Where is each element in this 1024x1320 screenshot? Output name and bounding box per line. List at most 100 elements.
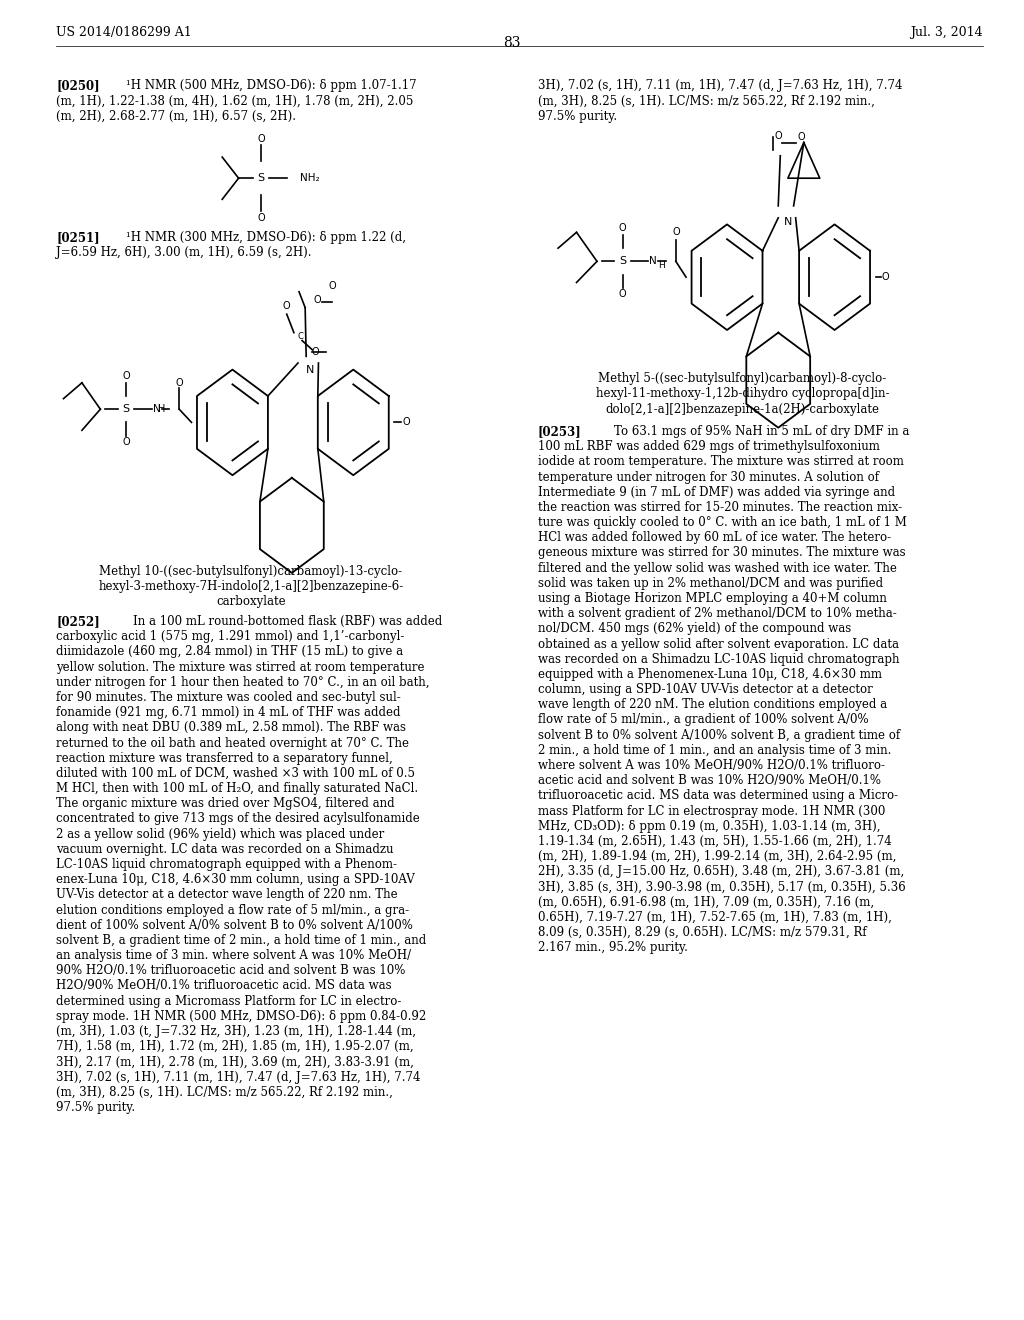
Text: for 90 minutes. The mixture was cooled and sec-butyl sul-: for 90 minutes. The mixture was cooled a… (56, 692, 401, 704)
Text: O: O (257, 133, 265, 144)
Text: Intermediate 9 (in 7 mL of DMF) was added via syringe and: Intermediate 9 (in 7 mL of DMF) was adde… (538, 486, 895, 499)
Text: [0252]: [0252] (56, 615, 100, 628)
Text: In a 100 mL round-bottomed flask (RBF) was added: In a 100 mL round-bottomed flask (RBF) w… (133, 615, 442, 628)
Text: mass Platform for LC in electrospray mode. 1H NMR (300: mass Platform for LC in electrospray mod… (538, 804, 885, 817)
Text: 1.19-1.34 (m, 2.65H), 1.43 (m, 5H), 1.55-1.66 (m, 2H), 1.74: 1.19-1.34 (m, 2.65H), 1.43 (m, 5H), 1.55… (538, 834, 891, 847)
Text: hexyl-3-methoxy-7H-indolo[2,1-a][2]benzazepine-6-: hexyl-3-methoxy-7H-indolo[2,1-a][2]benza… (98, 581, 403, 593)
Text: O: O (618, 289, 627, 300)
Text: C: C (297, 333, 303, 341)
Text: H: H (658, 261, 665, 269)
Text: an analysis time of 3 min. where solvent A was 10% MeOH/: an analysis time of 3 min. where solvent… (56, 949, 412, 962)
Text: temperature under nitrogen for 30 minutes. A solution of: temperature under nitrogen for 30 minute… (538, 470, 879, 483)
Text: O: O (311, 347, 319, 358)
Text: J=6.59 Hz, 6H), 3.00 (m, 1H), 6.59 (s, 2H).: J=6.59 Hz, 6H), 3.00 (m, 1H), 6.59 (s, 2… (56, 246, 312, 259)
Text: iodide at room temperature. The mixture was stirred at room: iodide at room temperature. The mixture … (538, 455, 903, 469)
Text: O: O (175, 378, 183, 388)
Text: geneous mixture was stirred for 30 minutes. The mixture was: geneous mixture was stirred for 30 minut… (538, 546, 905, 560)
Text: N: N (649, 256, 657, 267)
Text: 3H), 2.17 (m, 1H), 2.78 (m, 1H), 3.69 (m, 2H), 3.83-3.91 (m,: 3H), 2.17 (m, 1H), 2.78 (m, 1H), 3.69 (m… (56, 1056, 414, 1068)
Text: obtained as a yellow solid after solvent evaporation. LC data: obtained as a yellow solid after solvent… (538, 638, 899, 651)
Text: flow rate of 5 ml/min., a gradient of 100% solvent A/0%: flow rate of 5 ml/min., a gradient of 10… (538, 713, 868, 726)
Text: spray mode. 1H NMR (500 MHz, DMSO-D6): δ ppm 0.84-0.92: spray mode. 1H NMR (500 MHz, DMSO-D6): δ… (56, 1010, 427, 1023)
Text: [0250]: [0250] (56, 79, 100, 92)
Text: carboxylic acid 1 (575 mg, 1.291 mmol) and 1,1’-carbonyl-: carboxylic acid 1 (575 mg, 1.291 mmol) a… (56, 630, 404, 643)
Text: Methyl 10-((sec-butylsulfonyl)carbamoyl)-13-cyclo-: Methyl 10-((sec-butylsulfonyl)carbamoyl)… (99, 565, 402, 578)
Text: the reaction was stirred for 15-20 minutes. The reaction mix-: the reaction was stirred for 15-20 minut… (538, 500, 902, 513)
Text: O: O (774, 131, 782, 141)
Text: LC-10AS liquid chromatograph equipped with a Phenom-: LC-10AS liquid chromatograph equipped wi… (56, 858, 397, 871)
Text: Jul. 3, 2014: Jul. 3, 2014 (910, 26, 983, 40)
Text: solid was taken up in 2% methanol/DCM and was purified: solid was taken up in 2% methanol/DCM an… (538, 577, 883, 590)
Text: nol/DCM. 450 mgs (62% yield) of the compound was: nol/DCM. 450 mgs (62% yield) of the comp… (538, 622, 851, 635)
Text: ¹H NMR (500 MHz, DMSO-D6): δ ppm 1.07-1.17: ¹H NMR (500 MHz, DMSO-D6): δ ppm 1.07-1.… (126, 79, 417, 92)
Text: HCl was added followed by 60 mL of ice water. The hetero-: HCl was added followed by 60 mL of ice w… (538, 531, 891, 544)
Text: 83: 83 (503, 36, 521, 50)
Text: dient of 100% solvent A/0% solvent B to 0% solvent A/100%: dient of 100% solvent A/0% solvent B to … (56, 919, 414, 932)
Text: O: O (257, 213, 265, 223)
Text: O: O (122, 437, 130, 447)
Text: reaction mixture was transferred to a separatory funnel,: reaction mixture was transferred to a se… (56, 751, 393, 764)
Text: O: O (402, 417, 410, 428)
Text: diluted with 100 mL of DCM, washed ×3 with 100 mL of 0.5: diluted with 100 mL of DCM, washed ×3 wi… (56, 767, 416, 780)
Text: hexyl-11-methoxy-1,12b-dihydro cyclopropa[d]in-: hexyl-11-methoxy-1,12b-dihydro cycloprop… (596, 388, 889, 400)
Text: (m, 2H), 2.68-2.77 (m, 1H), 6.57 (s, 2H).: (m, 2H), 2.68-2.77 (m, 1H), 6.57 (s, 2H)… (56, 110, 296, 123)
Text: 100 mL RBF was added 629 mgs of trimethylsulfoxonium: 100 mL RBF was added 629 mgs of trimethy… (538, 440, 880, 453)
Text: enex-Luna 10μ, C18, 4.6×30 mm column, using a SPD-10AV: enex-Luna 10μ, C18, 4.6×30 mm column, us… (56, 874, 415, 886)
Text: 8.09 (s, 0.35H), 8.29 (s, 0.65H). LC/MS: m/z 579.31, Rf: 8.09 (s, 0.35H), 8.29 (s, 0.65H). LC/MS:… (538, 927, 866, 939)
Text: wave length of 220 nM. The elution conditions employed a: wave length of 220 nM. The elution condi… (538, 698, 887, 711)
Text: 97.5% purity.: 97.5% purity. (56, 1101, 135, 1114)
Text: (m, 0.65H), 6.91-6.98 (m, 1H), 7.09 (m, 0.35H), 7.16 (m,: (m, 0.65H), 6.91-6.98 (m, 1H), 7.09 (m, … (538, 895, 873, 908)
Text: O: O (122, 371, 130, 381)
Text: acetic acid and solvent B was 10% H2O/90% MeOH/0.1%: acetic acid and solvent B was 10% H2O/90… (538, 774, 881, 787)
Text: N: N (306, 364, 314, 375)
Text: 3H), 7.02 (s, 1H), 7.11 (m, 1H), 7.47 (d, J=7.63 Hz, 1H), 7.74: 3H), 7.02 (s, 1H), 7.11 (m, 1H), 7.47 (d… (56, 1071, 421, 1084)
Text: concentrated to give 713 mgs of the desired acylsulfonamide: concentrated to give 713 mgs of the desi… (56, 812, 420, 825)
Text: O: O (618, 223, 627, 234)
Text: 90% H2O/0.1% trifluoroacetic acid and solvent B was 10%: 90% H2O/0.1% trifluoroacetic acid and so… (56, 964, 406, 977)
Text: O: O (672, 227, 680, 238)
Text: 2 min., a hold time of 1 min., and an analysis time of 3 min.: 2 min., a hold time of 1 min., and an an… (538, 743, 891, 756)
Text: carboxylate: carboxylate (216, 595, 286, 609)
Text: determined using a Micromass Platform for LC in electro-: determined using a Micromass Platform fo… (56, 995, 401, 1007)
Text: filtered and the yellow solid was washed with ice water. The: filtered and the yellow solid was washed… (538, 562, 896, 574)
Text: (m, 3H), 1.03 (t, J=7.32 Hz, 3H), 1.23 (m, 1H), 1.28-1.44 (m,: (m, 3H), 1.03 (t, J=7.32 Hz, 3H), 1.23 (… (56, 1024, 417, 1038)
Text: 3H), 3.85 (s, 3H), 3.90-3.98 (m, 0.35H), 5.17 (m, 0.35H), 5.36: 3H), 3.85 (s, 3H), 3.90-3.98 (m, 0.35H),… (538, 880, 905, 894)
Text: O: O (798, 132, 805, 143)
Text: 2 as a yellow solid (96% yield) which was placed under: 2 as a yellow solid (96% yield) which wa… (56, 828, 385, 841)
Text: UV-Vis detector at a detector wave length of 220 nm. The: UV-Vis detector at a detector wave lengt… (56, 888, 398, 902)
Text: To 63.1 mgs of 95% NaH in 5 mL of dry DMF in a: To 63.1 mgs of 95% NaH in 5 mL of dry DM… (614, 425, 909, 438)
Text: yellow solution. The mixture was stirred at room temperature: yellow solution. The mixture was stirred… (56, 660, 425, 673)
Text: NH₂: NH₂ (300, 173, 319, 183)
Text: N: N (784, 216, 793, 227)
Text: S: S (123, 404, 129, 414)
Text: 0.65H), 7.19-7.27 (m, 1H), 7.52-7.65 (m, 1H), 7.83 (m, 1H),: 0.65H), 7.19-7.27 (m, 1H), 7.52-7.65 (m,… (538, 911, 892, 924)
Text: column, using a SPD-10AV UV-Vis detector at a detector: column, using a SPD-10AV UV-Vis detector… (538, 682, 872, 696)
Text: Methyl 5-((sec-butylsulfonyl)carbamoyl)-8-cyclo-: Methyl 5-((sec-butylsulfonyl)carbamoyl)-… (598, 372, 887, 385)
Text: elution conditions employed a flow rate of 5 ml/min., a gra-: elution conditions employed a flow rate … (56, 903, 410, 916)
Text: US 2014/0186299 A1: US 2014/0186299 A1 (56, 26, 193, 40)
Text: trifluoroacetic acid. MS data was determined using a Micro-: trifluoroacetic acid. MS data was determ… (538, 789, 898, 803)
Text: vacuum overnight. LC data was recorded on a Shimadzu: vacuum overnight. LC data was recorded o… (56, 842, 394, 855)
Text: 97.5% purity.: 97.5% purity. (538, 110, 616, 123)
Text: M HCl, then with 100 mL of H₂O, and finally saturated NaCl.: M HCl, then with 100 mL of H₂O, and fina… (56, 781, 419, 795)
Text: N: N (153, 404, 161, 414)
Text: H: H (158, 404, 166, 414)
Text: [0253]: [0253] (538, 425, 582, 438)
Text: (m, 3H), 8.25 (s, 1H). LC/MS: m/z 565.22, Rf 2.192 min.,: (m, 3H), 8.25 (s, 1H). LC/MS: m/z 565.22… (56, 1085, 393, 1098)
Text: (m, 2H), 1.89-1.94 (m, 2H), 1.99-2.14 (m, 3H), 2.64-2.95 (m,: (m, 2H), 1.89-1.94 (m, 2H), 1.99-2.14 (m… (538, 850, 896, 863)
Text: (m, 1H), 1.22-1.38 (m, 4H), 1.62 (m, 1H), 1.78 (m, 2H), 2.05: (m, 1H), 1.22-1.38 (m, 4H), 1.62 (m, 1H)… (56, 95, 414, 107)
Text: along with neat DBU (0.389 mL, 2.58 mmol). The RBF was: along with neat DBU (0.389 mL, 2.58 mmol… (56, 721, 407, 734)
Text: (m, 3H), 8.25 (s, 1H). LC/MS: m/z 565.22, Rf 2.192 min.,: (m, 3H), 8.25 (s, 1H). LC/MS: m/z 565.22… (538, 95, 874, 107)
Text: The organic mixture was dried over MgSO4, filtered and: The organic mixture was dried over MgSO4… (56, 797, 395, 810)
Text: [0251]: [0251] (56, 231, 100, 244)
Text: using a Biotage Horizon MPLC employing a 40+M column: using a Biotage Horizon MPLC employing a… (538, 591, 887, 605)
Text: 2.167 min., 95.2% purity.: 2.167 min., 95.2% purity. (538, 941, 687, 954)
Text: O: O (283, 301, 291, 312)
Text: returned to the oil bath and heated overnight at 70° C. The: returned to the oil bath and heated over… (56, 737, 410, 750)
Text: 7H), 1.58 (m, 1H), 1.72 (m, 2H), 1.85 (m, 1H), 1.95-2.07 (m,: 7H), 1.58 (m, 1H), 1.72 (m, 2H), 1.85 (m… (56, 1040, 414, 1053)
Text: 3H), 7.02 (s, 1H), 7.11 (m, 1H), 7.47 (d, J=7.63 Hz, 1H), 7.74: 3H), 7.02 (s, 1H), 7.11 (m, 1H), 7.47 (d… (538, 79, 902, 92)
Text: S: S (620, 256, 626, 267)
Text: diimidazole (460 mg, 2.84 mmol) in THF (15 mL) to give a: diimidazole (460 mg, 2.84 mmol) in THF (… (56, 645, 403, 659)
Text: was recorded on a Shimadzu LC-10AS liquid chromatograph: was recorded on a Shimadzu LC-10AS liqui… (538, 652, 899, 665)
Text: MHz, CD₃OD): δ ppm 0.19 (m, 0.35H), 1.03-1.14 (m, 3H),: MHz, CD₃OD): δ ppm 0.19 (m, 0.35H), 1.03… (538, 820, 880, 833)
